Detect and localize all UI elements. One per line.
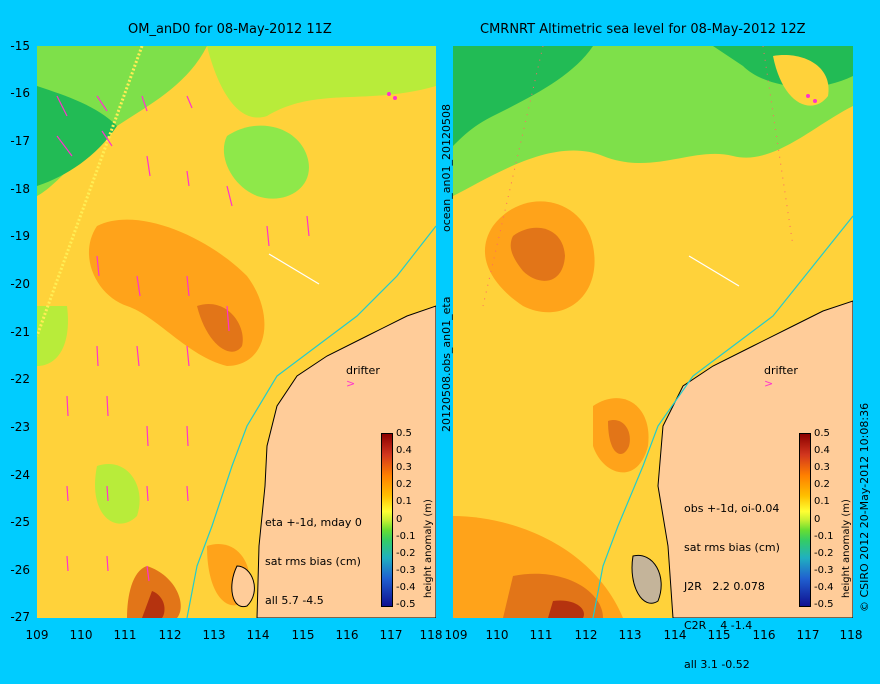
info-line: C2R 4 -1.4 [684, 619, 753, 632]
x-tick-label: 112 [574, 628, 598, 642]
y-tick-label: -26 [10, 563, 30, 577]
colorbar-tick: 0.2 [396, 479, 412, 490]
colorbar-tick: 0.4 [396, 445, 412, 456]
x-tick-label: 117 [379, 628, 403, 642]
right-drifter-label: drifter > [764, 364, 798, 390]
colorbar-tick: -0.4 [396, 582, 416, 593]
x-tick-label: 118 [839, 628, 863, 642]
colorbar-tick: 0.4 [814, 445, 830, 456]
y-tick-label: -16 [10, 86, 30, 100]
colorbar-tick: -0.2 [814, 548, 834, 559]
x-tick-label: 116 [752, 628, 776, 642]
credit-label: © CSIRO 2012 20-May-2012 10:08:36 [858, 402, 871, 612]
y-tick-label: -27 [10, 610, 30, 624]
left-map-field [37, 46, 436, 618]
colorbar-tick: 0.1 [396, 496, 412, 507]
colorbar-tick: -0.3 [814, 565, 834, 576]
right-info-box: obs +-1d, oi-0.04 sat rms bias (cm) J2R … [684, 476, 780, 684]
x-tick-label: 116 [335, 628, 359, 642]
colorbar-tick: -0.2 [396, 548, 416, 559]
left-map [37, 46, 436, 618]
x-tick-label: 109 [25, 628, 49, 642]
x-tick-label: 110 [69, 628, 93, 642]
x-tick-label: 114 [246, 628, 270, 642]
left-info-box: eta +-1d, mday 0 sat rms bias (cm) all 5… [265, 490, 362, 620]
right-map-field [453, 46, 853, 618]
y-tick-label: -24 [10, 468, 30, 482]
x-tick-label: 111 [113, 628, 137, 642]
y-tick-label: -18 [10, 182, 30, 196]
colorbar-tick: 0 [396, 514, 403, 525]
x-tick-label: 110 [485, 628, 509, 642]
colorbar-tick: 0.5 [396, 428, 412, 439]
colorbar-tick: 0.1 [814, 496, 830, 507]
right-map [453, 46, 853, 618]
y-tick-label: -21 [10, 325, 30, 339]
colorbar-tick: 0.3 [814, 462, 830, 473]
x-tick-label: 109 [444, 628, 468, 642]
colorbar-tick: -0.1 [396, 531, 416, 542]
colorbar-tick: -0.5 [814, 599, 834, 610]
x-tick-label: 111 [529, 628, 553, 642]
info-line: J2R 2.2 0.078 [684, 580, 765, 593]
x-tick-label: 118 [419, 628, 443, 642]
run-id-label: ocean_an01_20120508 [440, 104, 453, 232]
colorbar-tick: -0.3 [396, 565, 416, 576]
info-line: eta +-1d, mday 0 [265, 516, 362, 529]
x-tick-label: 112 [158, 628, 182, 642]
colorbar-tick: 0 [814, 514, 821, 525]
left-panel-title: OM_anD0 for 08-May-2012 11Z [128, 22, 332, 37]
x-tick-label: 113 [618, 628, 642, 642]
info-line: sat rms bias (cm) [265, 555, 361, 568]
y-tick-label: -17 [10, 134, 30, 148]
x-tick-label: 113 [202, 628, 226, 642]
x-tick-label: 114 [663, 628, 687, 642]
y-tick-label: -19 [10, 229, 30, 243]
colorbar-tick: 0.2 [814, 479, 830, 490]
colorbar-tick: -0.4 [814, 582, 834, 593]
left-colorbar [381, 433, 393, 607]
y-tick-label: -15 [10, 39, 30, 53]
y-tick-label: -25 [10, 515, 30, 529]
info-line: sat rms bias (cm) [684, 541, 780, 554]
info-line: all 5.7 -4.5 [265, 594, 324, 607]
right-panel-title: CMRNRT Altimetric sea level for 08-May-2… [480, 22, 806, 37]
colorbar-tick: 0.3 [396, 462, 412, 473]
colorbar-tick: -0.1 [814, 531, 834, 542]
x-tick-label: 115 [291, 628, 315, 642]
right-colorbar-title: height anomaly (m) [841, 499, 852, 598]
y-tick-label: -22 [10, 372, 30, 386]
x-tick-label: 117 [796, 628, 820, 642]
left-drifter-label: drifter > [346, 364, 380, 390]
right-colorbar [799, 433, 811, 607]
obs-file-label: 20120508.obs_an01_eta [440, 296, 453, 432]
left-colorbar-title: height anomaly (m) [423, 499, 434, 598]
y-tick-label: -23 [10, 420, 30, 434]
y-tick-label: -20 [10, 277, 30, 291]
colorbar-tick: -0.5 [396, 599, 416, 610]
info-line: obs +-1d, oi-0.04 [684, 502, 780, 515]
x-tick-label: 115 [707, 628, 731, 642]
colorbar-tick: 0.5 [814, 428, 830, 439]
